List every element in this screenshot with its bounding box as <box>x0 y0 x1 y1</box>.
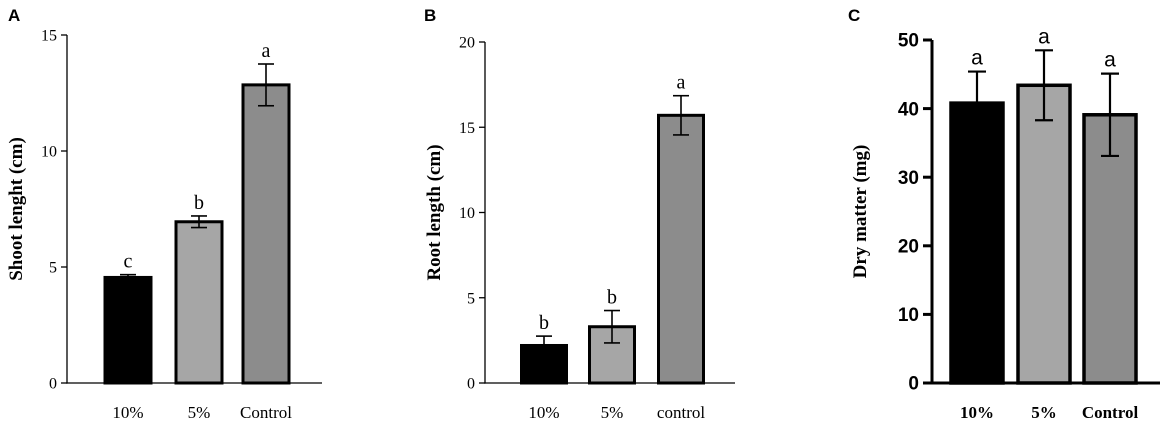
panel-a: A 0 5 10 15 Shoot lenght (cm) c 10% b 5% a Control <box>6 6 322 422</box>
panel-c-letter: C <box>848 6 860 25</box>
y-tick-label: 50 <box>898 31 919 52</box>
significance-letter-1: c <box>124 251 133 273</box>
y-tick-label: 30 <box>898 168 919 189</box>
panel-a-letter: A <box>8 6 20 25</box>
significance-letter-3: a <box>262 40 271 62</box>
x-category-label-2: 5% <box>601 403 624 422</box>
y-tick-label: 15 <box>41 28 57 45</box>
x-category-label-2: 5% <box>1031 403 1057 422</box>
panel-b: B 0 5 10 15 20 Root length (cm) b 10% b 5% a contro… <box>424 6 735 422</box>
significance-letter-1: b <box>539 312 549 334</box>
x-category-label-1: 10% <box>960 403 994 422</box>
x-category-label-1: 10% <box>528 403 559 422</box>
y-axis-title: Root length (cm) <box>424 144 445 280</box>
significance-letter-1: a <box>971 47 983 70</box>
panel-c: C 0 10 20 30 40 50 Dry matter (mg) a 10% a 5% a Cont… <box>848 6 1160 422</box>
y-tick-label: 40 <box>898 99 919 120</box>
x-category-label-3: control <box>657 403 705 422</box>
x-category-label-2: 5% <box>188 403 211 422</box>
y-tick-label: 5 <box>49 260 57 277</box>
y-tick-label: 15 <box>459 120 475 137</box>
y-tick-label: 5 <box>467 290 475 307</box>
bar-2 <box>174 220 224 385</box>
y-axis-title: Shoot lenght (cm) <box>6 137 27 281</box>
significance-letter-2: a <box>1038 25 1050 48</box>
significance-letter-2: b <box>607 287 617 309</box>
bar-3 <box>241 83 291 385</box>
y-tick-label: 0 <box>49 376 57 393</box>
y-tick-label: 20 <box>459 35 475 52</box>
y-tick-label: 10 <box>459 205 475 222</box>
panel-b-letter: B <box>424 6 436 25</box>
y-tick-label: 10 <box>898 305 919 326</box>
bar-1 <box>103 275 153 385</box>
significance-letter-3: a <box>677 72 686 94</box>
y-tick-label: 0 <box>467 376 475 393</box>
y-axis-title: Dry matter (mg) <box>850 145 871 279</box>
bar-3 <box>657 113 705 385</box>
x-category-label-3: Control <box>1082 403 1139 422</box>
y-tick-label: 20 <box>898 236 919 257</box>
significance-letter-3: a <box>1104 49 1116 72</box>
y-tick-label: 0 <box>908 374 919 395</box>
bar-2 <box>1016 83 1072 385</box>
x-category-label-3: Control <box>240 403 292 422</box>
significance-letter-2: b <box>194 192 204 214</box>
x-category-label-1: 10% <box>112 403 143 422</box>
y-tick-label: 10 <box>41 144 57 161</box>
bar-1 <box>949 101 1005 385</box>
